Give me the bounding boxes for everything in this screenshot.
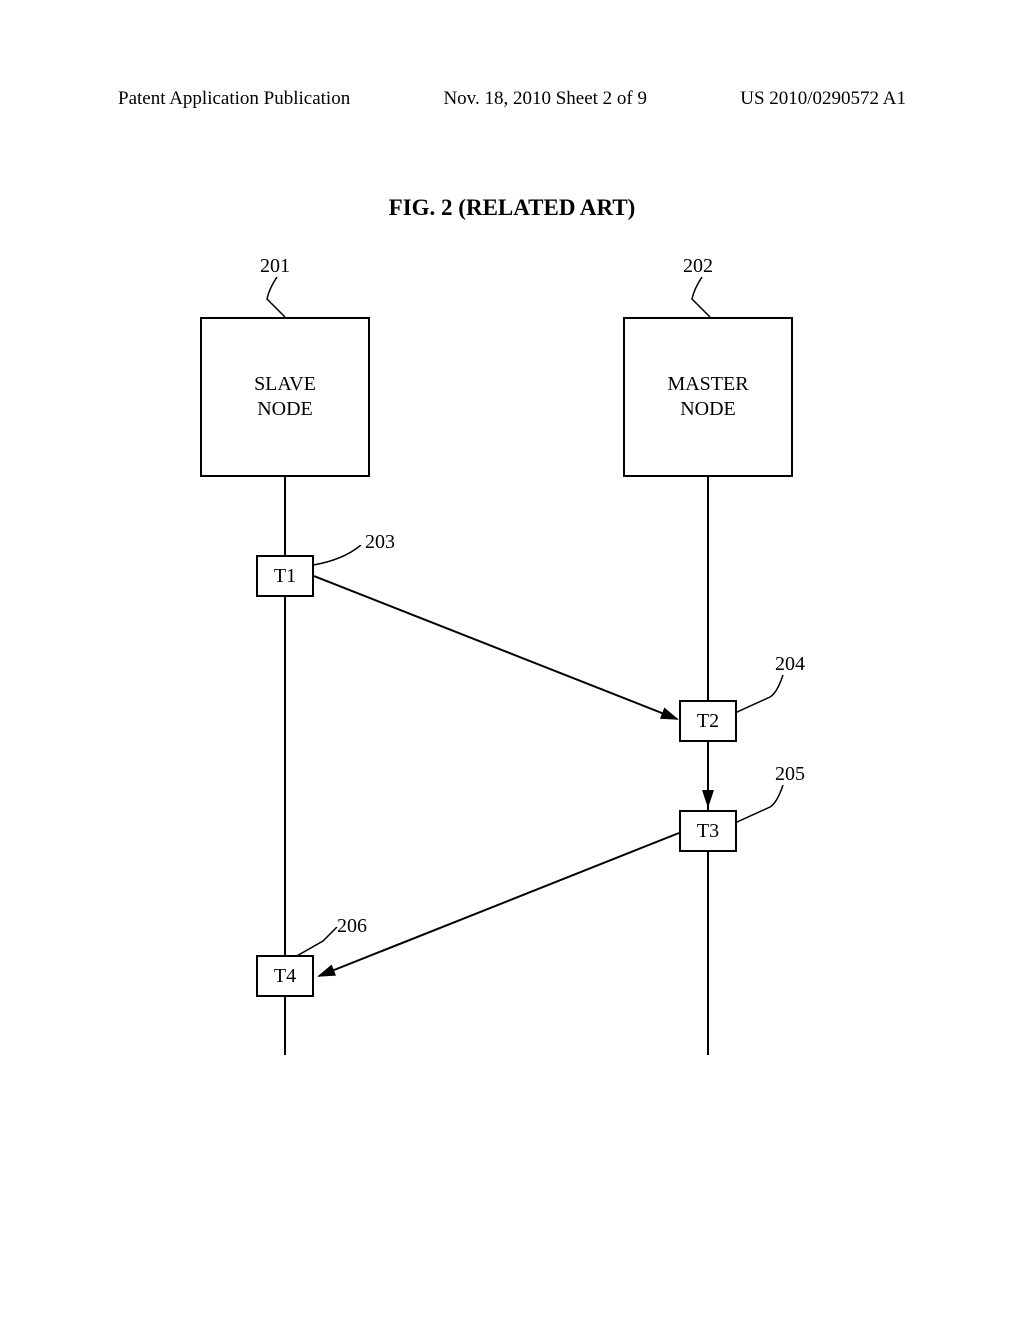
- arrow-t2-t3: [700, 742, 716, 814]
- ref-203: 203: [365, 531, 395, 554]
- t1-box: T1: [256, 555, 314, 597]
- arrow-t3-t4: [314, 830, 684, 990]
- slave-node-box: SLAVE NODE: [200, 317, 370, 477]
- slave-node-label-2: NODE: [257, 398, 313, 420]
- t3-box: T3: [679, 810, 737, 852]
- header-center: Nov. 18, 2010 Sheet 2 of 9: [443, 88, 647, 110]
- t2-box: T2: [679, 700, 737, 742]
- master-node-label-1: MASTER: [667, 373, 748, 395]
- ref-205: 205: [775, 763, 805, 786]
- t4-box: T4: [256, 955, 314, 997]
- sequence-diagram: 201 202 SLAVE NODE MASTER NODE 203 T1: [195, 255, 821, 1055]
- ref-201-leader: [265, 277, 295, 319]
- header-right: US 2010/0290572 A1: [740, 88, 906, 110]
- ref-203-leader: [313, 545, 363, 570]
- ref-204-leader: [735, 675, 785, 715]
- ref-201: 201: [260, 255, 290, 278]
- ref-202: 202: [683, 255, 713, 278]
- header-left: Patent Application Publication: [118, 88, 350, 110]
- master-node-box: MASTER NODE: [623, 317, 793, 477]
- figure-title: FIG. 2 (RELATED ART): [0, 195, 1024, 221]
- arrow-t1-t2: [314, 573, 684, 733]
- ref-205-leader: [735, 785, 785, 825]
- ref-204: 204: [775, 653, 805, 676]
- slave-node-label-1: SLAVE: [254, 373, 316, 395]
- ref-206: 206: [337, 915, 367, 938]
- master-node-label-2: NODE: [680, 398, 736, 420]
- ref-202-leader: [690, 277, 720, 319]
